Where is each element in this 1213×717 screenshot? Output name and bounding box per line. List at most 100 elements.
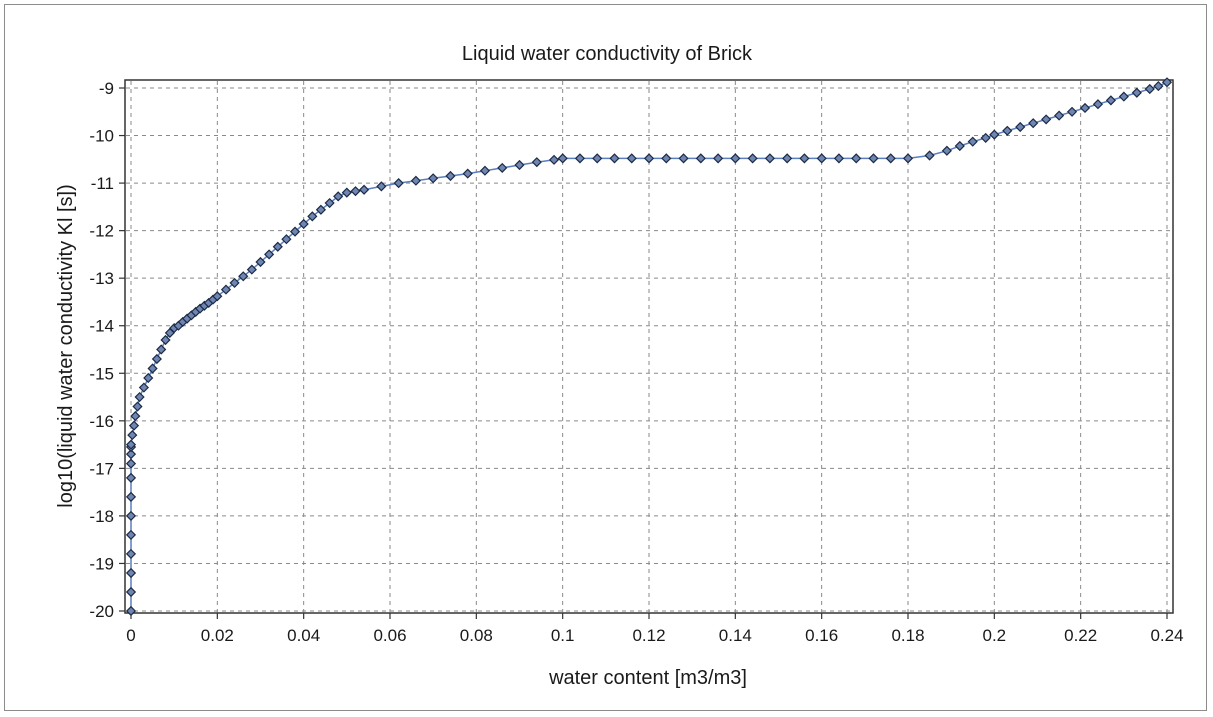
x-tick-label: 0.22 bbox=[1064, 626, 1097, 645]
x-tick-label: 0.02 bbox=[201, 626, 234, 645]
x-tick-label: 0.18 bbox=[891, 626, 924, 645]
data-point bbox=[1105, 95, 1117, 106]
data-point bbox=[341, 187, 352, 198]
data-point bbox=[358, 184, 370, 195]
data-point bbox=[350, 186, 361, 197]
y-axis-title: log10(liquid water conductivity Kl [s]) bbox=[55, 184, 77, 507]
data-point bbox=[125, 529, 137, 541]
data-point bbox=[125, 439, 137, 450]
data-point bbox=[134, 391, 145, 403]
data-point bbox=[160, 334, 171, 346]
data-point bbox=[967, 136, 978, 147]
data-point bbox=[128, 420, 140, 431]
x-tick-label: 0.08 bbox=[460, 626, 493, 645]
data-point bbox=[661, 153, 672, 164]
y-tick-label: -18 bbox=[89, 507, 114, 526]
x-axis-title: water content [m3/m3] bbox=[548, 667, 747, 689]
data-point bbox=[428, 173, 439, 184]
data-point bbox=[902, 153, 914, 164]
data-point bbox=[298, 218, 309, 230]
data-point bbox=[1131, 87, 1142, 98]
data-point bbox=[289, 226, 301, 237]
data-point bbox=[1015, 121, 1026, 133]
data-point bbox=[851, 153, 862, 164]
y-tick-label: -10 bbox=[89, 127, 114, 146]
y-tick-label: -19 bbox=[89, 554, 114, 573]
data-point bbox=[1066, 106, 1078, 117]
x-tick-label: 0.1 bbox=[551, 626, 575, 645]
data-point bbox=[281, 234, 292, 245]
data-point bbox=[132, 401, 143, 412]
series-group bbox=[125, 77, 1173, 617]
data-point bbox=[1153, 80, 1164, 92]
data-point bbox=[479, 165, 491, 176]
data-point bbox=[626, 153, 637, 164]
data-point bbox=[246, 264, 257, 275]
data-point bbox=[833, 153, 845, 164]
x-tick-label: 0.06 bbox=[373, 626, 406, 645]
y-axis-ticks: -9 -10 -11 -12 -13 -14 -15 -16 -17 -18 -19 -20 bbox=[89, 79, 125, 621]
data-point bbox=[592, 153, 603, 164]
x-tick-label: 0.2 bbox=[983, 626, 1007, 645]
y-tick-label: -9 bbox=[99, 79, 114, 98]
data-point bbox=[255, 256, 266, 268]
data-point bbox=[238, 271, 249, 282]
y-tick-label: -11 bbox=[91, 174, 114, 193]
data-point bbox=[885, 153, 896, 164]
x-tick-label: 0.14 bbox=[719, 626, 752, 645]
data-point bbox=[1002, 125, 1013, 136]
data-point bbox=[125, 449, 137, 460]
y-tick-label: -15 bbox=[89, 364, 114, 383]
data-point bbox=[954, 140, 965, 152]
data-point bbox=[1144, 83, 1155, 95]
data-point bbox=[868, 153, 879, 164]
data-point bbox=[713, 153, 724, 164]
data-point bbox=[143, 372, 154, 384]
data-point bbox=[557, 153, 568, 164]
data-point bbox=[1028, 118, 1039, 129]
data-point bbox=[941, 145, 952, 156]
y-tick-label: -12 bbox=[89, 222, 114, 241]
data-point bbox=[816, 153, 827, 164]
data-point bbox=[125, 567, 137, 579]
data-point bbox=[130, 410, 141, 422]
data-point bbox=[609, 153, 620, 164]
data-point bbox=[531, 157, 542, 168]
data-point bbox=[514, 159, 525, 171]
x-tick-label: 0.12 bbox=[632, 626, 665, 645]
data-point bbox=[1054, 110, 1065, 121]
data-point bbox=[333, 191, 344, 202]
y-tick-label: -20 bbox=[89, 602, 114, 621]
data-point bbox=[764, 153, 775, 164]
data-point bbox=[643, 153, 655, 164]
data-point bbox=[1079, 102, 1091, 114]
data-point bbox=[989, 129, 1000, 140]
data-point bbox=[1118, 91, 1129, 102]
data-point bbox=[125, 458, 137, 469]
data-point bbox=[138, 382, 150, 393]
data-point bbox=[695, 153, 706, 164]
data-point bbox=[147, 363, 158, 374]
y-tick-label: -16 bbox=[89, 412, 114, 431]
data-point bbox=[125, 548, 137, 560]
data-point bbox=[730, 153, 741, 164]
data-point bbox=[799, 153, 810, 164]
data-point bbox=[212, 291, 223, 302]
data-point bbox=[125, 510, 137, 521]
data-point bbox=[574, 153, 586, 164]
x-tick-label: 0 bbox=[126, 626, 135, 645]
data-point bbox=[747, 153, 758, 164]
x-tick-label: 0.04 bbox=[287, 626, 320, 645]
data-point bbox=[548, 154, 560, 165]
x-tick-label: 0.16 bbox=[805, 626, 838, 645]
y-tick-label: -17 bbox=[89, 459, 114, 478]
data-point bbox=[980, 132, 991, 144]
data-point bbox=[1161, 77, 1173, 88]
data-point bbox=[445, 170, 456, 182]
x-axis-ticks: 0 0.02 0.04 0.06 0.08 0.1 0.12 0.14 0.16 0.18 0.2 0… bbox=[126, 613, 1184, 645]
data-point bbox=[229, 277, 240, 289]
data-point bbox=[272, 241, 283, 252]
chart-title: Liquid water conductivity of Brick bbox=[462, 43, 753, 65]
data-point bbox=[315, 204, 327, 215]
